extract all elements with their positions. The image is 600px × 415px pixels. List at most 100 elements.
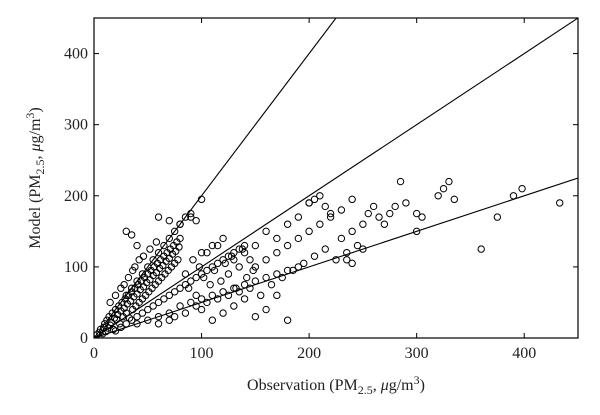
data-point	[251, 263, 260, 271]
data-point	[359, 220, 367, 228]
y-tick-label: 200	[64, 188, 88, 205]
data-point	[111, 291, 120, 300]
data-point	[197, 305, 206, 314]
data-point	[283, 316, 292, 324]
data-point	[181, 213, 190, 221]
data-point	[257, 291, 265, 300]
data-point	[189, 256, 197, 264]
data-point	[174, 256, 182, 264]
data-point	[187, 209, 195, 218]
data-point	[450, 195, 459, 204]
data-point	[203, 248, 211, 257]
data-point	[230, 284, 238, 292]
data-point	[227, 252, 236, 260]
data-point	[283, 241, 292, 250]
data-point	[305, 227, 313, 236]
data-point	[305, 199, 313, 207]
data-point	[111, 327, 120, 335]
data-point	[294, 234, 303, 243]
reference-line	[94, 177, 578, 338]
data-point	[165, 216, 173, 225]
data-point	[243, 273, 251, 282]
data-point	[175, 243, 183, 251]
data-point	[203, 266, 211, 275]
data-point	[249, 266, 257, 275]
data-point	[294, 213, 303, 221]
data-point	[412, 227, 421, 236]
data-point	[149, 302, 157, 310]
data-point	[152, 238, 161, 246]
data-point	[122, 291, 130, 300]
data-point	[154, 298, 163, 307]
data-point	[120, 280, 128, 289]
data-point	[133, 312, 141, 321]
data-point	[160, 295, 168, 303]
data-point	[251, 312, 260, 321]
data-point	[219, 288, 227, 296]
x-axis: 0 100 200 300 400	[90, 18, 536, 362]
data-point	[176, 220, 184, 228]
data-point	[396, 177, 405, 186]
data-point	[176, 302, 184, 310]
data-point	[176, 234, 184, 243]
y-tick-label: 300	[64, 117, 88, 134]
data-point	[197, 295, 206, 303]
data-point	[380, 220, 389, 228]
x-axis-label: Observation (PM2.5, μg/m3)	[247, 373, 425, 397]
data-point	[206, 280, 214, 289]
data-points	[94, 177, 564, 338]
data-point	[348, 227, 356, 236]
data-point	[375, 213, 383, 221]
data-point	[246, 284, 254, 292]
data-point	[187, 277, 195, 285]
data-point	[262, 227, 270, 236]
data-point	[170, 227, 179, 236]
y-tick-label: 100	[64, 259, 88, 276]
data-point	[165, 309, 173, 317]
data-point	[127, 284, 136, 292]
data-point	[144, 316, 152, 324]
data-point	[278, 273, 286, 282]
data-point	[200, 273, 208, 282]
data-point	[154, 248, 163, 257]
data-point	[418, 213, 426, 221]
data-point	[273, 234, 281, 243]
data-point	[332, 256, 340, 264]
data-point	[273, 270, 281, 278]
data-point	[353, 241, 362, 250]
y-axis: 0 100 200 300 400	[64, 46, 578, 347]
data-point	[197, 248, 206, 257]
data-point	[122, 320, 130, 328]
data-point	[316, 192, 324, 200]
data-point	[217, 277, 225, 285]
data-point	[139, 252, 148, 260]
data-point	[224, 270, 233, 278]
data-point	[208, 241, 217, 250]
data-point	[326, 213, 335, 221]
data-point	[124, 273, 133, 282]
data-point	[262, 273, 270, 282]
data-point	[238, 245, 247, 253]
data-point	[213, 259, 222, 268]
y-tick-label: 0	[80, 330, 88, 347]
data-point	[337, 234, 346, 243]
reference-lines	[94, 18, 578, 338]
data-point	[208, 263, 217, 271]
data-point	[165, 234, 173, 243]
data-point	[219, 234, 227, 243]
data-point	[235, 245, 243, 253]
data-point	[102, 327, 110, 336]
data-point	[146, 245, 154, 253]
x-tick-label: 200	[297, 345, 321, 362]
x-tick-label: 400	[512, 345, 536, 362]
data-point	[316, 220, 324, 228]
data-point	[267, 280, 276, 289]
data-point	[369, 202, 378, 211]
data-point	[208, 291, 217, 300]
data-point	[165, 291, 173, 300]
data-point	[439, 184, 448, 193]
data-point	[348, 195, 356, 204]
reference-line	[94, 18, 337, 338]
data-point	[262, 256, 270, 264]
data-point	[106, 298, 114, 307]
